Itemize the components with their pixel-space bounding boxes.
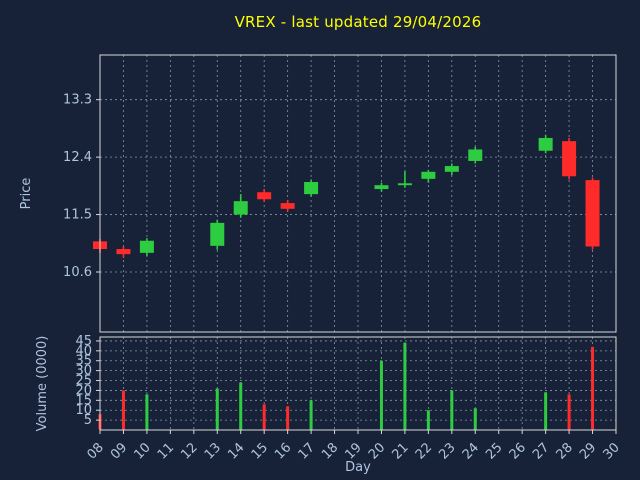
x-tick-label: 26 — [507, 440, 529, 462]
candle-body — [233, 201, 248, 215]
candle-body — [468, 149, 483, 161]
price-tick-label: 12.4 — [63, 150, 92, 165]
x-tick-label: 21 — [389, 440, 411, 462]
x-tick-label: 30 — [601, 440, 623, 462]
volume-tick-label: 25 — [75, 374, 92, 389]
volume-tick-label: 40 — [75, 344, 92, 359]
candle-body — [374, 185, 389, 190]
candle-body — [280, 203, 295, 209]
candle-body — [444, 166, 459, 172]
price-tick-label: 11.5 — [63, 208, 92, 223]
x-axis-label: Day — [345, 460, 371, 475]
x-tick-label: 11 — [155, 440, 177, 462]
volume-tick-label: 5 — [84, 413, 92, 428]
x-tick-label: 22 — [413, 440, 435, 462]
volume-tick-label: 15 — [75, 393, 92, 408]
x-tick-label: 12 — [178, 440, 200, 462]
price-tick-label: 10.6 — [63, 265, 92, 280]
x-tick-label: 27 — [530, 440, 552, 462]
x-tick-label: 23 — [436, 440, 458, 462]
x-tick-label: 24 — [460, 440, 482, 462]
price-plot-border — [99, 54, 617, 333]
chart-title: VREX - last updated 29/04/2026 — [234, 13, 482, 31]
volume-axis-label: Volume (0000) — [35, 336, 50, 432]
x-tick-label: 25 — [483, 440, 505, 462]
candle-body — [210, 222, 225, 246]
price-axis-label: Price — [19, 178, 34, 210]
volume-tick-label: 45 — [75, 334, 92, 349]
candle-body — [585, 180, 600, 247]
candle-body — [421, 171, 436, 179]
x-tick-label: 14 — [225, 440, 247, 462]
volume-tick-label: 10 — [75, 403, 92, 418]
candle-body — [257, 192, 272, 200]
candle-body — [538, 137, 553, 151]
volume-tick-label: 35 — [75, 354, 92, 369]
x-tick-label: 28 — [554, 440, 576, 462]
x-tick-label: 09 — [108, 440, 130, 462]
volume-tick-label: 20 — [75, 383, 92, 398]
x-tick-label: 10 — [131, 440, 153, 462]
candle-body — [397, 183, 412, 186]
x-tick-label: 15 — [249, 440, 271, 462]
candle-body — [116, 249, 131, 255]
x-tick-label: 16 — [272, 440, 294, 462]
x-tick-label: 18 — [319, 440, 341, 462]
candle-body — [139, 240, 154, 253]
candle-body — [562, 141, 577, 177]
x-tick-label: 29 — [577, 440, 599, 462]
x-tick-label: 17 — [296, 440, 318, 462]
x-tick-label: 08 — [85, 440, 107, 462]
volume-tick-label: 30 — [75, 364, 92, 379]
price-tick-label: 13.3 — [63, 93, 92, 108]
candle-body — [304, 182, 319, 195]
x-tick-label: 13 — [202, 440, 224, 462]
